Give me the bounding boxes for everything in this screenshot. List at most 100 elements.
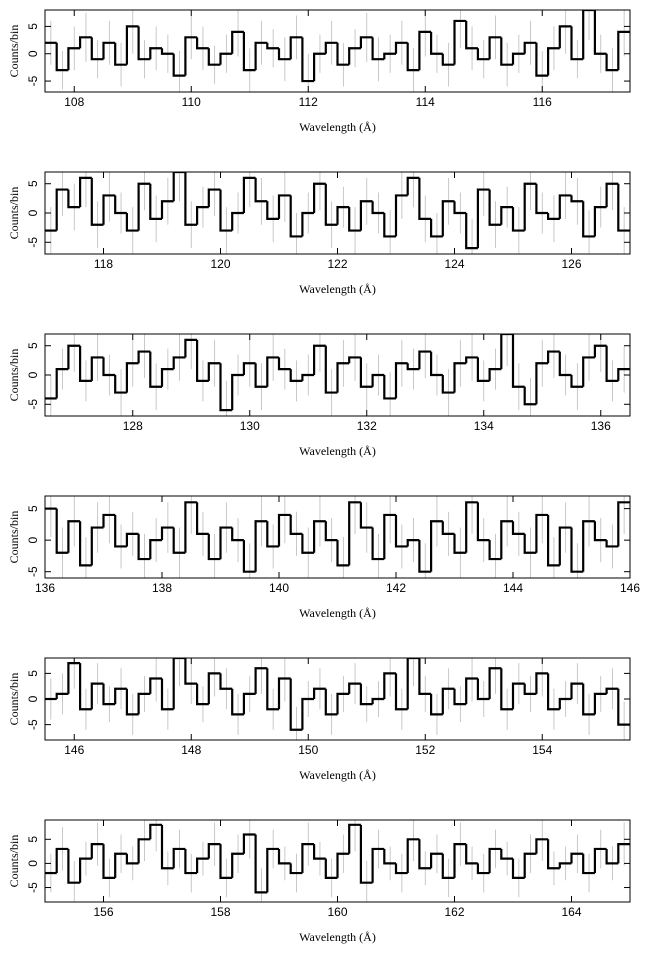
x-tick-label: 144 [503, 581, 523, 595]
histogram-step [465, 844, 478, 865]
histogram-step [196, 857, 209, 874]
histogram-step [242, 362, 256, 375]
histogram-step [453, 201, 467, 215]
histogram-step [184, 172, 198, 226]
histogram-step [465, 213, 478, 250]
histogram-step [55, 508, 69, 554]
histogram-step [547, 350, 560, 364]
histogram-step [277, 194, 291, 219]
histogram-step [418, 658, 432, 695]
histogram-step [289, 514, 303, 535]
histogram-step [207, 48, 221, 66]
histogram-step [90, 37, 104, 61]
y-tick-label: -5 [26, 719, 40, 730]
histogram-step [348, 823, 361, 854]
histogram-step [605, 687, 619, 694]
y-tick-label: 5 [26, 342, 40, 349]
histogram-step [55, 188, 69, 231]
histogram-step [453, 533, 467, 554]
x-tick-label: 110 [182, 95, 201, 109]
histogram-step [266, 668, 279, 711]
histogram-step [114, 195, 127, 215]
histogram-step [558, 194, 572, 219]
histogram-step [67, 189, 81, 209]
histogram-step [254, 363, 268, 388]
histogram-step [289, 863, 303, 875]
histogram-step [160, 824, 174, 870]
x-axis-label: Wavelength (Å) [299, 930, 376, 944]
histogram-step [266, 356, 279, 387]
histogram-step [617, 843, 630, 864]
histogram-step [453, 362, 467, 393]
y-tick-label: -5 [26, 566, 40, 577]
x-axis-label: Wavelength (Å) [299, 444, 376, 458]
histogram-step [359, 502, 373, 529]
histogram-step [523, 182, 537, 231]
histogram-step [90, 682, 104, 710]
histogram-step [570, 375, 584, 388]
histogram-step [219, 363, 233, 412]
histogram-step [593, 692, 607, 715]
x-tick-label: 136 [35, 581, 55, 595]
y-tick-label: -5 [26, 882, 40, 893]
histogram-step [231, 211, 244, 231]
y-tick-label: 5 [26, 505, 40, 512]
x-tick-label: 140 [269, 581, 289, 595]
histogram-step [219, 52, 233, 65]
histogram-step [313, 344, 326, 375]
histogram-step [102, 194, 116, 225]
histogram-step [430, 31, 443, 55]
histogram-step [289, 36, 303, 60]
histogram-step [125, 213, 139, 232]
histogram-step [558, 697, 572, 710]
histogram-step [137, 692, 151, 715]
histogram-step [79, 36, 92, 49]
histogram-step [137, 838, 151, 864]
histogram-step [324, 41, 338, 54]
histogram-step [406, 176, 420, 196]
histogram-step [383, 848, 396, 865]
histogram-step [476, 188, 490, 249]
histogram-step [441, 53, 455, 66]
y-axis-label: Counts/bin [7, 187, 21, 240]
histogram-step [570, 527, 584, 573]
histogram-step [500, 334, 513, 370]
histogram-step [277, 48, 291, 61]
histogram-step [336, 362, 350, 393]
histogram-step [488, 667, 502, 699]
histogram-step [488, 36, 502, 60]
plot-area [45, 172, 630, 254]
histogram-step [511, 334, 525, 388]
histogram-step [348, 501, 361, 566]
histogram-step [394, 194, 408, 237]
histogram-step [511, 521, 525, 535]
histogram-step [488, 540, 502, 561]
histogram-step [114, 375, 127, 394]
histogram-step [231, 30, 244, 54]
histogram-step [430, 351, 443, 377]
histogram-step [149, 539, 162, 560]
y-tick-label: 0 [26, 536, 40, 543]
histogram-step [55, 368, 69, 399]
histogram-step [406, 658, 420, 710]
histogram-step [160, 48, 174, 55]
y-axis-label: Counts/bin [7, 349, 21, 402]
histogram-step [535, 362, 549, 405]
histogram-step [114, 514, 127, 548]
histogram-step [114, 687, 127, 705]
histogram-step [55, 692, 69, 699]
histogram-step [418, 177, 432, 220]
histogram-step [289, 369, 303, 382]
histogram-step [79, 857, 92, 883]
histogram-step [371, 201, 385, 215]
x-tick-label: 160 [327, 905, 347, 919]
histogram-step [535, 183, 549, 215]
histogram-step [476, 48, 490, 61]
histogram-step [605, 345, 619, 382]
frame [44, 9, 631, 93]
histogram-step [570, 195, 584, 203]
histogram-step [336, 42, 350, 66]
x-tick-label: 112 [299, 95, 318, 109]
histogram-step [289, 678, 303, 731]
